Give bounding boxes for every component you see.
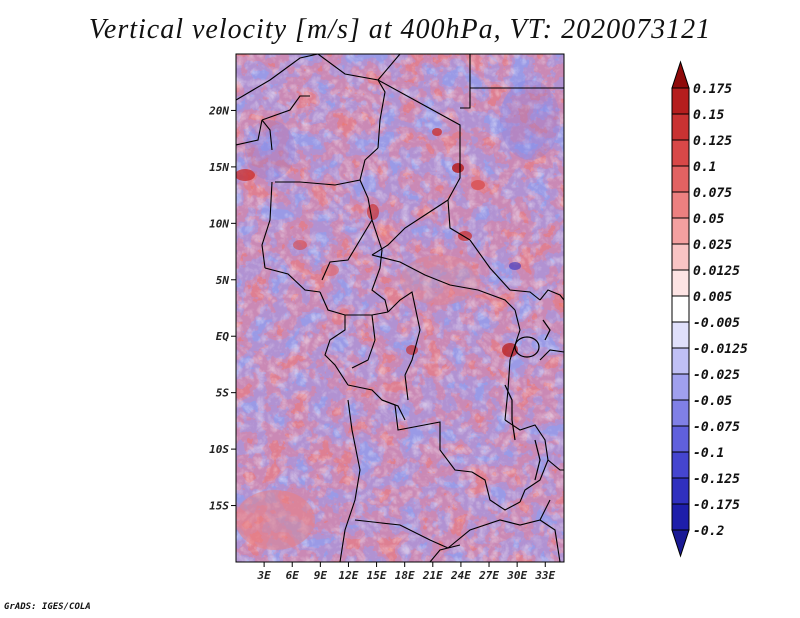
colorbar-label: -0.1 — [693, 446, 724, 461]
colorbar-top-arrow — [671, 60, 690, 89]
lat-tick-label: 20N — [208, 104, 229, 117]
lon-tick-label: 3E — [256, 569, 271, 582]
lakes — [504, 319, 551, 481]
colorbar-label: 0.025 — [693, 238, 732, 253]
colorbar-segment — [671, 217, 690, 245]
lon-tick-label: 12E — [339, 569, 359, 582]
lat-tick-label: 5N — [216, 274, 230, 287]
footer-credit: GrADS: IGES/COLA — [4, 602, 91, 612]
colorbar-segment — [671, 321, 690, 349]
colorbar-label: 0.075 — [693, 186, 732, 201]
colorbar-segment — [671, 191, 690, 219]
lat-tick-label: 15N — [209, 161, 229, 174]
colorbar-label: 0.0125 — [693, 264, 740, 279]
colorbar-label: -0.0125 — [693, 342, 748, 357]
lon-tick-label: 33E — [534, 569, 555, 582]
lon-tick-label: 18E — [395, 569, 415, 582]
colorbar-segment — [671, 113, 690, 141]
colorbar-segment — [671, 295, 690, 323]
colorbar-label: -0.075 — [693, 420, 740, 435]
lon-tick-label: 24E — [450, 569, 471, 582]
lat-tick-label: 5S — [216, 387, 230, 400]
lon-tick-label: 27E — [478, 569, 499, 582]
plot-title: Vertical velocity [m/s] at 400hPa, VT: 2… — [88, 14, 712, 45]
colorbar-segment — [671, 477, 690, 505]
colorbar: 0.175 0.15 0.125 0.1 0.075 0.05 0.025 0.0125 0.0… — [671, 60, 748, 558]
colorbar-segment — [671, 425, 690, 453]
colorbar-label: 0.1 — [693, 160, 716, 175]
colorbar-segment — [671, 347, 690, 375]
lon-tick-label: 6E — [286, 569, 300, 582]
colorbar-label: -0.05 — [693, 394, 732, 409]
colorbar-bottom-arrow — [671, 529, 690, 558]
colorbar-label: 0.175 — [693, 82, 732, 97]
latitude-axis: 20N 15N 10N 5N EQ 5S 10S 15S — [208, 104, 236, 513]
lat-tick-label: 15S — [209, 500, 229, 513]
lon-tick-label: 15E — [367, 569, 387, 582]
lon-tick-label: 30E — [506, 569, 527, 582]
lon-tick-label: 21E — [422, 569, 443, 582]
colorbar-segment — [671, 243, 690, 271]
colorbar-label: 0.125 — [693, 134, 732, 149]
colorbar-segment — [671, 87, 690, 115]
lat-tick-label: 10N — [209, 217, 229, 230]
velocity-field — [236, 54, 564, 562]
colorbar-label: -0.005 — [693, 316, 740, 331]
colorbar-segment — [671, 503, 690, 531]
colorbar-label: -0.2 — [693, 524, 724, 539]
colorbar-segment — [671, 399, 690, 427]
colorbar-segment — [671, 373, 690, 401]
map-frame — [235, 53, 565, 563]
lat-tick-label: EQ — [216, 330, 230, 343]
colorbar-segment — [671, 451, 690, 479]
colorbar-segment — [671, 269, 690, 297]
lat-tick-label: 10S — [209, 443, 229, 456]
longitude-axis: 3E 6E 9E 12E 15E 18E 21E 24E 27E 30E 33E — [256, 562, 556, 582]
country-borders — [236, 54, 564, 562]
colorbar-segment — [671, 139, 690, 167]
colorbar-segment — [671, 165, 690, 193]
colorbar-label: -0.125 — [693, 472, 740, 487]
colorbar-label: 0.005 — [693, 290, 732, 305]
colorbar-label: -0.175 — [693, 498, 740, 513]
colorbar-label: 0.15 — [693, 108, 724, 123]
colorbar-label: -0.025 — [693, 368, 740, 383]
lon-tick-label: 9E — [314, 569, 328, 582]
colorbar-label: 0.05 — [693, 212, 724, 227]
